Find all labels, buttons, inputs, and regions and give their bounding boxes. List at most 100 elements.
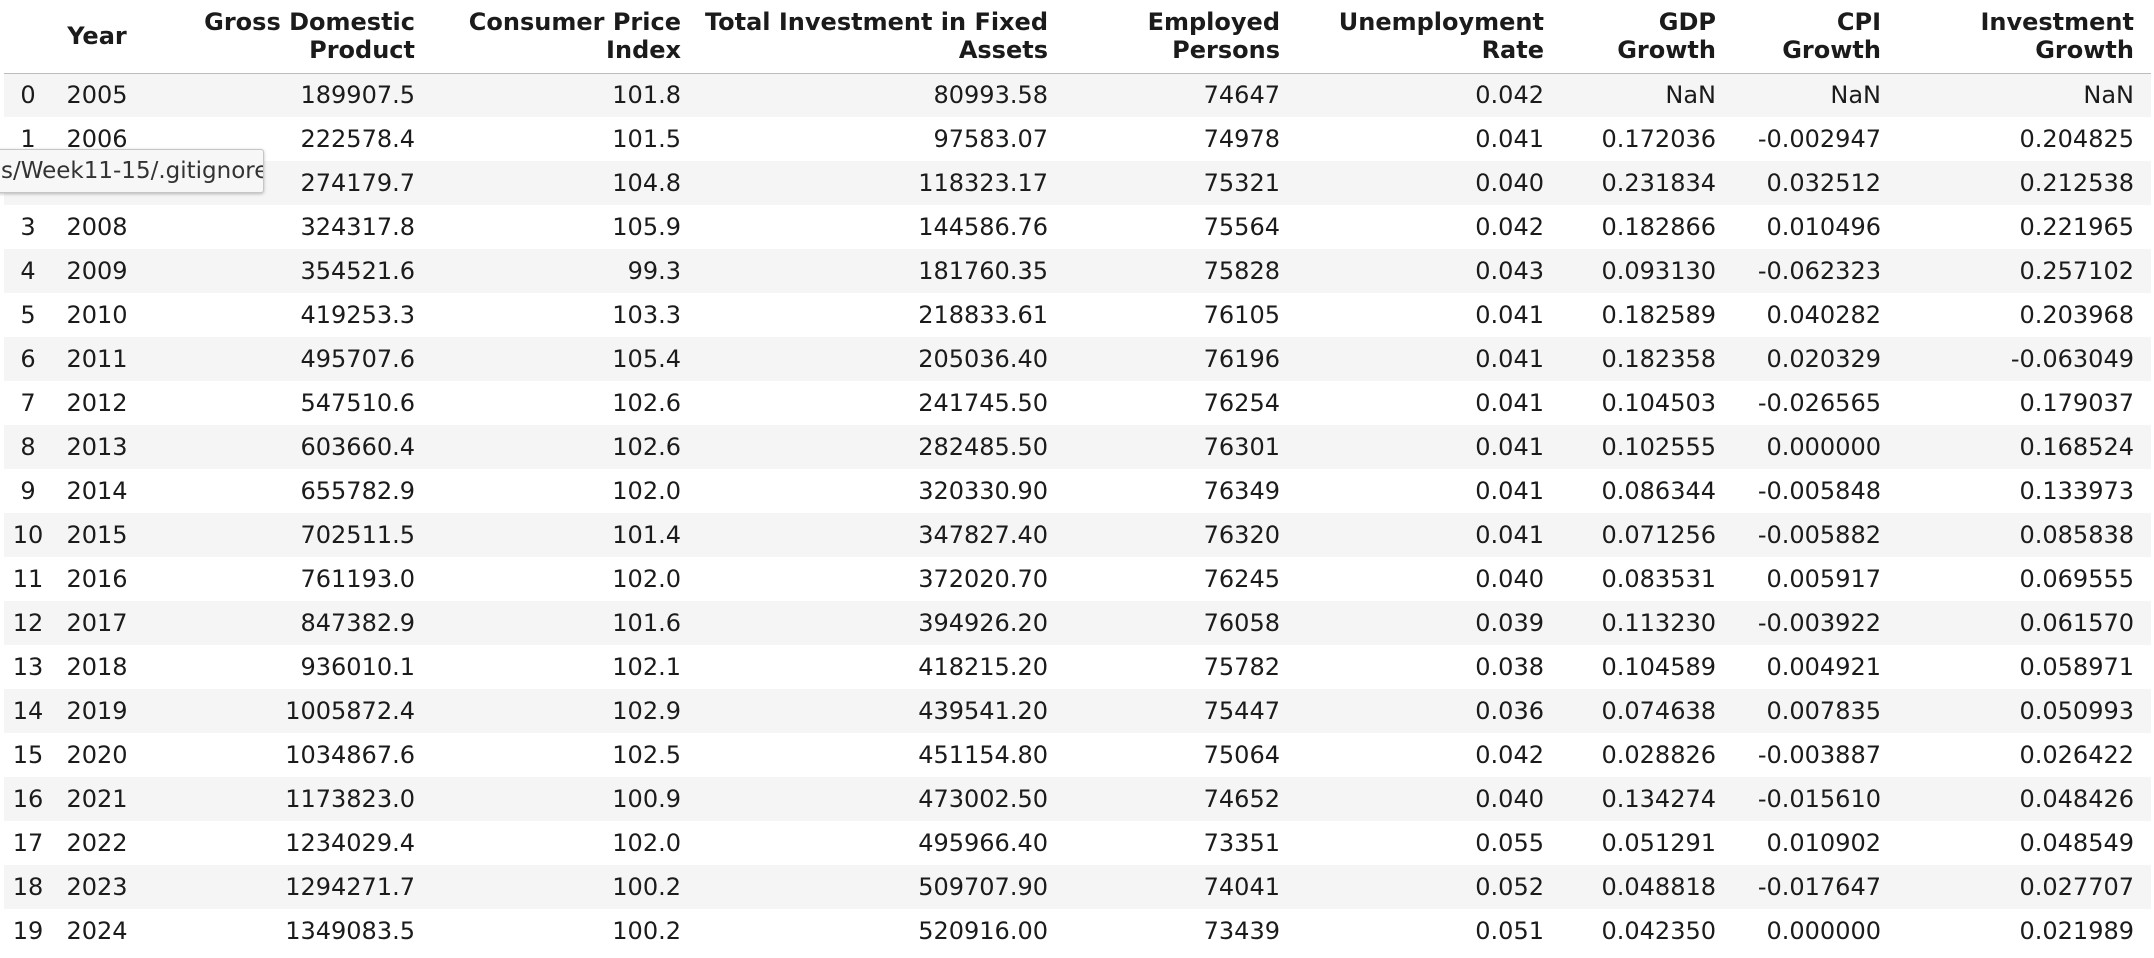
row-index: 0 xyxy=(20,81,36,110)
investment-growth-cell: NaN xyxy=(2083,81,2134,110)
cpi-growth-cell: 0.010496 xyxy=(1766,213,1881,241)
employed-cell: 76105 xyxy=(1203,301,1280,329)
unemployment-cell: 0.041 xyxy=(1475,433,1544,461)
investment-cell: 473002.50 xyxy=(918,785,1048,813)
investment-growth-cell: 0.204825 xyxy=(2019,125,2134,153)
employed-cell: 74041 xyxy=(1203,873,1280,901)
table-row: 9 2014 655782.9 102.0 320330.90 76349 0.041 0.0… xyxy=(4,469,2151,513)
cpi-growth-cell: -0.002947 xyxy=(1757,125,1881,153)
unemployment-cell: 0.040 xyxy=(1475,785,1544,813)
cpi-growth-cell: 0.040282 xyxy=(1766,301,1881,329)
cpi-cell: 105.4 xyxy=(612,345,681,373)
cpi-growth-cell: NaN xyxy=(1830,81,1881,110)
column-header-investment: Total Investment in Fixed Assets xyxy=(698,0,1065,74)
unemployment-cell: 0.036 xyxy=(1475,697,1544,725)
cpi-cell: 104.8 xyxy=(612,169,681,197)
unemployment-cell: 0.043 xyxy=(1475,257,1544,285)
investment-cell: 320330.90 xyxy=(918,477,1048,505)
gdp-growth-cell: 0.093130 xyxy=(1601,257,1716,285)
header-row: Year Gross Domestic Product Consumer Pri… xyxy=(4,0,2151,74)
year-cell: 2018 xyxy=(66,653,128,681)
cpi-cell: 105.9 xyxy=(612,213,681,241)
gdp-growth-cell: 0.134274 xyxy=(1601,785,1716,813)
cpi-growth-cell: 0.010902 xyxy=(1766,829,1881,857)
cpi-growth-cell: 0.000000 xyxy=(1766,433,1881,461)
column-header-gdp-growth: GDP Growth xyxy=(1561,0,1733,74)
employed-cell: 74978 xyxy=(1203,125,1280,153)
gdp-cell: 324317.8 xyxy=(300,213,415,241)
investment-growth-cell: 0.021989 xyxy=(2019,917,2134,945)
investment-cell: 205036.40 xyxy=(918,345,1048,373)
cpi-cell: 103.3 xyxy=(612,301,681,329)
investment-cell: 347827.40 xyxy=(918,521,1048,549)
investment-growth-cell: 0.257102 xyxy=(2019,257,2134,285)
gdp-growth-cell: 0.104503 xyxy=(1601,389,1716,417)
table-body: 0 2005 189907.5 101.8 80993.58 74647 0.042 NaN N… xyxy=(4,73,2151,953)
gdp-cell: 222578.4 xyxy=(300,125,415,153)
column-header-year: Year xyxy=(52,0,156,74)
investment-growth-cell: 0.061570 xyxy=(2019,609,2134,637)
employed-cell: 76245 xyxy=(1203,565,1280,593)
gdp-growth-cell: 0.074638 xyxy=(1601,697,1716,725)
gdp-cell: 547510.6 xyxy=(300,389,415,417)
employed-cell: 73351 xyxy=(1203,829,1280,857)
cpi-cell: 102.5 xyxy=(612,741,681,769)
unemployment-cell: 0.041 xyxy=(1475,345,1544,373)
cpi-growth-cell: -0.003887 xyxy=(1757,741,1881,769)
year-cell: 2013 xyxy=(66,433,128,461)
row-index: 12 xyxy=(12,609,44,637)
investment-growth-cell: 0.133973 xyxy=(2019,477,2134,505)
investment-cell: 394926.20 xyxy=(918,609,1048,637)
cpi-growth-cell: -0.062323 xyxy=(1757,257,1881,285)
investment-cell: 80993.58 xyxy=(933,81,1048,110)
dataframe-table: Year Gross Domestic Product Consumer Pri… xyxy=(4,0,2151,953)
investment-growth-cell: 0.026422 xyxy=(2019,741,2134,769)
cpi-cell: 99.3 xyxy=(627,257,681,285)
cpi-cell: 102.6 xyxy=(612,389,681,417)
unemployment-cell: 0.042 xyxy=(1475,741,1544,769)
column-header-index xyxy=(4,0,52,74)
investment-growth-cell: 0.058971 xyxy=(2019,653,2134,681)
cpi-growth-cell: -0.003922 xyxy=(1757,609,1881,637)
cpi-growth-cell: 0.032512 xyxy=(1766,169,1881,197)
investment-cell: 144586.76 xyxy=(918,213,1048,241)
employed-cell: 76349 xyxy=(1203,477,1280,505)
row-index: 16 xyxy=(12,785,44,813)
gdp-growth-cell: 0.102555 xyxy=(1601,433,1716,461)
employed-cell: 76301 xyxy=(1203,433,1280,461)
year-cell: 2016 xyxy=(66,565,128,593)
column-header-investment-growth: Investment Growth xyxy=(1898,0,2151,74)
investment-growth-cell: 0.168524 xyxy=(2019,433,2134,461)
table-header: Year Gross Domestic Product Consumer Pri… xyxy=(4,0,2151,74)
cpi-cell: 100.2 xyxy=(612,917,681,945)
investment-cell: 118323.17 xyxy=(918,169,1048,197)
employed-cell: 75828 xyxy=(1203,257,1280,285)
gdp-cell: 1005872.4 xyxy=(285,697,415,725)
year-cell: 2021 xyxy=(66,785,128,813)
unemployment-cell: 0.041 xyxy=(1475,125,1544,153)
row-index: 4 xyxy=(20,257,36,285)
investment-cell: 372020.70 xyxy=(918,565,1048,593)
investment-growth-cell: 0.048549 xyxy=(2019,829,2134,857)
investment-cell: 241745.50 xyxy=(918,389,1048,417)
cpi-growth-cell: -0.026565 xyxy=(1757,389,1881,417)
table-row: 4 2009 354521.6 99.3 181760.35 75828 0.043 0.09… xyxy=(4,249,2151,293)
gdp-growth-cell: 0.086344 xyxy=(1601,477,1716,505)
unemployment-cell: 0.039 xyxy=(1475,609,1544,637)
employed-cell: 75782 xyxy=(1203,653,1280,681)
gdp-cell: 655782.9 xyxy=(300,477,415,505)
investment-growth-cell: 0.050993 xyxy=(2019,697,2134,725)
year-cell: 2011 xyxy=(66,345,128,373)
table-row: 0 2005 189907.5 101.8 80993.58 74647 0.042 NaN N… xyxy=(4,73,2151,117)
employed-cell: 76196 xyxy=(1203,345,1280,373)
gdp-cell: 1294271.7 xyxy=(285,873,415,901)
year-cell: 2005 xyxy=(66,81,128,110)
year-cell: 2009 xyxy=(66,257,128,285)
gdp-growth-cell: 0.071256 xyxy=(1601,521,1716,549)
row-index: 6 xyxy=(20,345,36,373)
row-index: 7 xyxy=(20,389,36,417)
gdp-growth-cell: NaN xyxy=(1665,81,1716,110)
cpi-growth-cell: 0.000000 xyxy=(1766,917,1881,945)
year-cell: 2019 xyxy=(66,697,128,725)
investment-growth-cell: 0.085838 xyxy=(2019,521,2134,549)
